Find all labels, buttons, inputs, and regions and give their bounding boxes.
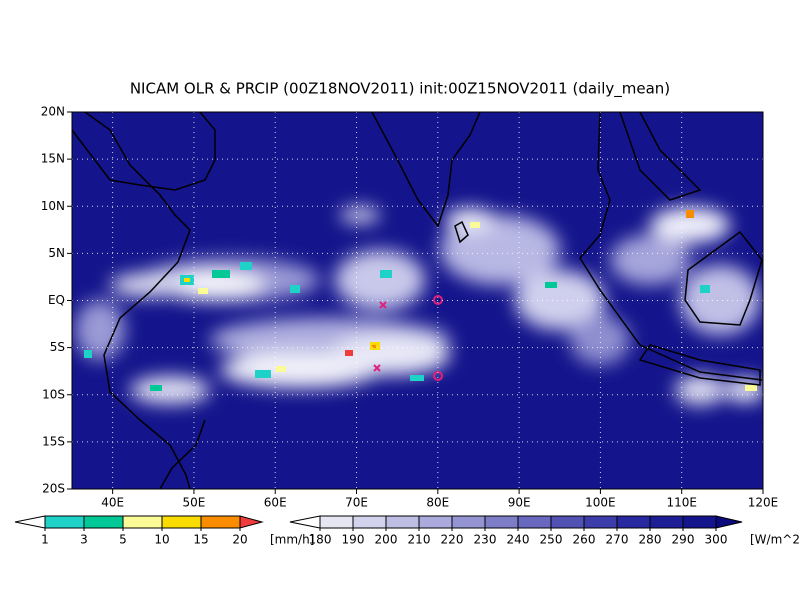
storm-markers: [373, 295, 443, 381]
y-tick-label: EQ: [48, 293, 65, 307]
colorbar-box: [352, 515, 387, 529]
colorbar-unit: [W/m^2]: [750, 533, 800, 547]
y-tick-label: 5N: [48, 246, 65, 260]
colorbar-box: [616, 515, 651, 529]
x-tick-label: 110E: [666, 496, 697, 510]
colorbar-box: [83, 515, 124, 529]
colorbar-label: 270: [606, 533, 629, 547]
colorbar-label: 260: [573, 533, 596, 547]
colorbar-box: [583, 515, 618, 529]
x-tick-label: 100E: [585, 496, 616, 510]
colorbar-box: [44, 515, 85, 529]
colorbar-box: [385, 515, 420, 529]
x-tick-label: 90E: [508, 496, 531, 510]
colorbar-triangle: [715, 515, 743, 529]
colorbar-label: 15: [193, 533, 208, 547]
y-tick-label: 5S: [50, 340, 65, 354]
y-tick-label: 10N: [41, 199, 65, 213]
colorbar-label: 280: [639, 533, 662, 547]
x-tick-label: 80E: [426, 496, 449, 510]
colorbar-label: 290: [672, 533, 695, 547]
colorbar-box: [517, 515, 552, 529]
colorbar-box: [200, 515, 241, 529]
colorbar-unit: [mm/h]: [270, 533, 314, 547]
colorbar-label: 210: [408, 533, 431, 547]
y-tick-label: 10S: [42, 387, 65, 401]
plot-frame: [71, 111, 764, 490]
colorbars: 1 3 5 10 15 20 [mm/h]180 190 200 210 220 230 240 250 2…: [14, 515, 800, 547]
colorbar-label: 20: [232, 533, 247, 547]
coastlines: [72, 112, 763, 489]
colorbar-box: [319, 515, 354, 529]
x-tick-label: 50E: [183, 496, 206, 510]
colorbar-box: [122, 515, 163, 529]
colorbar-label: 3: [80, 533, 88, 547]
map-title: NICAM OLR & PRCIP (00Z18NOV2011) init:00…: [130, 80, 670, 99]
map-field: [72, 112, 763, 489]
y-tick-label: 20S: [42, 482, 65, 496]
colorbar-label: 240: [507, 533, 530, 547]
colorbar-label: 300: [705, 533, 728, 547]
colorbar-triangle: [289, 515, 321, 529]
colorbar-label: 230: [474, 533, 497, 547]
colorbar-triangle: [239, 515, 264, 529]
colorbar-label: 180: [309, 533, 332, 547]
colorbar-label: 10: [154, 533, 169, 547]
precip-speckles: [84, 210, 757, 391]
colorbar-box: [451, 515, 486, 529]
y-tick-label: 20N: [41, 105, 65, 119]
x-tick-label: 120E: [748, 496, 779, 510]
y-tick-label: 15N: [41, 152, 65, 166]
colorbar-box: [550, 515, 585, 529]
colorbar-label: 200: [375, 533, 398, 547]
colorbar-box: [484, 515, 519, 529]
colorbar-triangle: [14, 515, 46, 529]
x-tick-label: 60E: [264, 496, 287, 510]
x-tick-label: 70E: [345, 496, 368, 510]
colorbar-box: [649, 515, 684, 529]
colorbar-label: 250: [540, 533, 563, 547]
x-tick-label: 40E: [101, 496, 124, 510]
colorbar-box: [418, 515, 453, 529]
colorbar-label: 1: [41, 533, 49, 547]
colorbar-label: 5: [119, 533, 127, 547]
colorbar-box: [682, 515, 717, 529]
colorbar-label: 220: [441, 533, 464, 547]
y-tick-label: 15S: [42, 434, 65, 448]
colorbar-label: 190: [342, 533, 365, 547]
colorbar-box: [161, 515, 202, 529]
